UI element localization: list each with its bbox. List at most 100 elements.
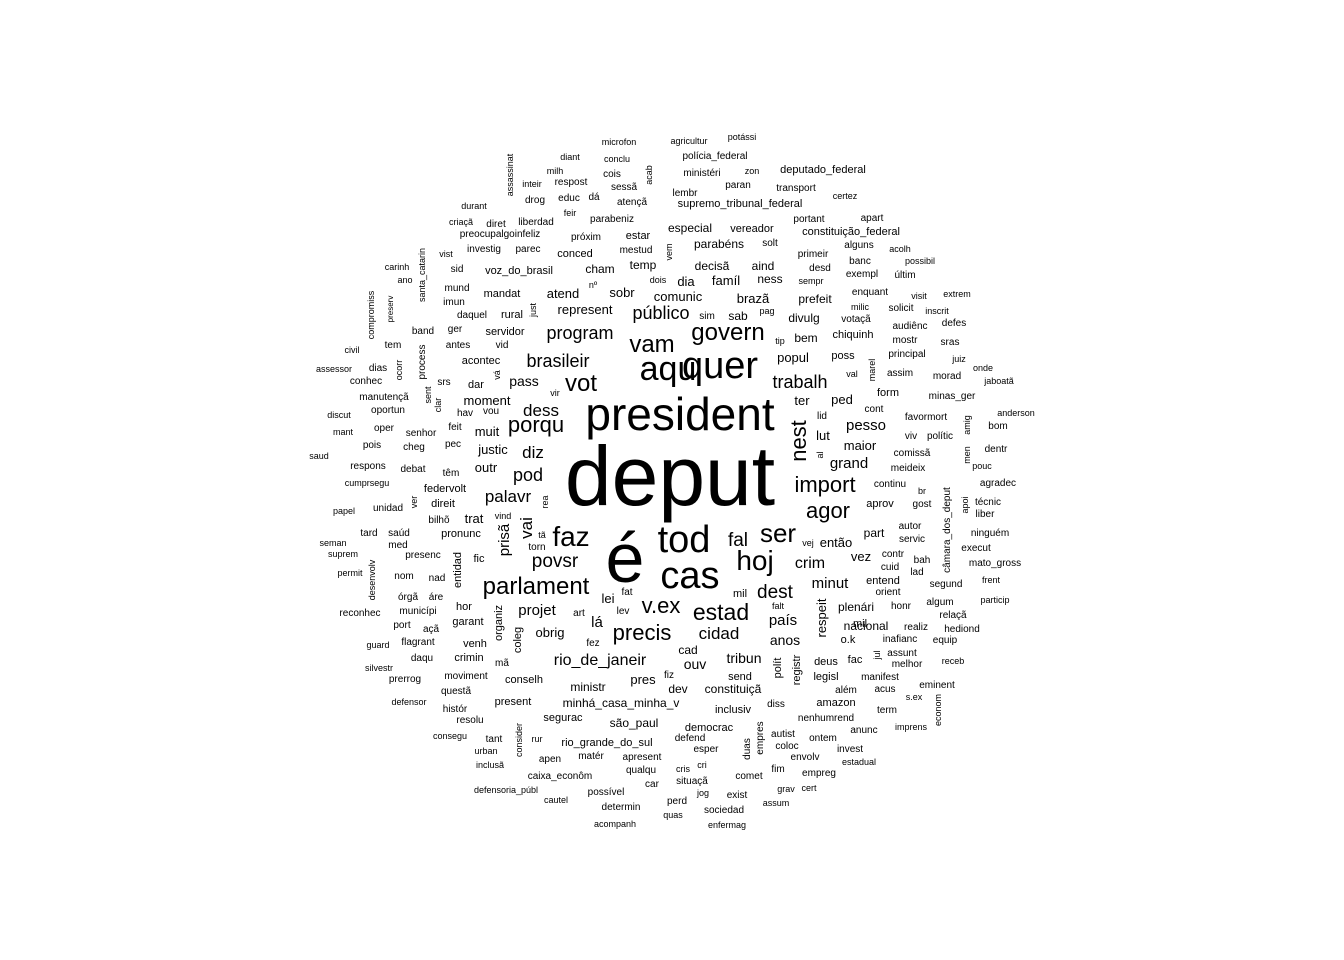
word-sim: sim — [699, 311, 715, 322]
word-cuid: cuid — [881, 562, 899, 573]
word-conselh: conselh — [505, 674, 543, 686]
word-quas: quas — [663, 810, 683, 820]
word-oper: oper — [374, 423, 395, 434]
word-d-: dá — [588, 192, 600, 203]
word-guard: guard — [366, 640, 389, 650]
word-liberdad: liberdad — [518, 217, 554, 228]
word-obrig: obrig — [536, 625, 565, 640]
word-cidad: cidad — [699, 624, 740, 643]
word-primeir: primeir — [798, 249, 829, 260]
word-autor: autor — [899, 521, 922, 532]
word-algum: algum — [926, 597, 953, 608]
word-cois: cois — [603, 169, 621, 180]
word-parab-ns: parabéns — [694, 237, 744, 251]
word-vir: vir — [550, 388, 560, 398]
word-resolu: resolu — [456, 715, 483, 726]
word-deus: deus — [814, 656, 838, 668]
word-honr: honr — [891, 601, 912, 612]
word-band: band — [412, 326, 434, 337]
word-fat: fat — [621, 587, 632, 598]
word-seman: seman — [319, 538, 346, 548]
word-cad: cad — [678, 643, 697, 657]
word-sociedad: sociedad — [704, 805, 744, 816]
word-faz: faz — [552, 521, 589, 552]
word-minist-ri: ministéri — [683, 168, 720, 179]
word-empres: empres — [755, 721, 766, 754]
word-democrac: democrac — [685, 722, 734, 734]
word-debat: debat — [400, 464, 425, 475]
word-particip: particip — [980, 595, 1009, 605]
word--ltim: últim — [894, 270, 915, 281]
word-continu: continu — [874, 479, 906, 490]
word-govern: govern — [691, 319, 764, 346]
word-torn: torn — [528, 542, 545, 553]
word-ger: ger — [448, 324, 463, 335]
word-sess-: sessã — [611, 182, 638, 193]
word-hist-r: histór — [443, 704, 468, 715]
word-comet: comet — [735, 771, 762, 782]
word-p-blico: público — [632, 303, 689, 323]
word-aprov: aprov — [866, 498, 894, 510]
word-inteir: inteir — [522, 179, 542, 189]
word-servidor: servidor — [485, 326, 524, 338]
word-vist: vist — [439, 249, 453, 259]
word-milh: milh — [547, 166, 564, 176]
word-exist: exist — [727, 790, 748, 801]
word-pol-t: polít — [772, 658, 784, 679]
word-pris-: prisã — [496, 523, 513, 556]
word-part: part — [864, 526, 885, 540]
word-crimin: crimin — [454, 652, 483, 664]
word-alguns: alguns — [844, 240, 873, 251]
word-imun: imun — [443, 297, 465, 308]
word-ent-o: então — [820, 535, 853, 550]
word-cria-: criaçã — [449, 217, 473, 227]
word-deput: deput — [565, 429, 775, 523]
word-form: form — [877, 387, 899, 399]
word-pass: pass — [509, 373, 539, 389]
word-agricultur: agricultur — [670, 136, 707, 146]
word-apresent: apresent — [623, 752, 662, 763]
word-educ: educ — [558, 193, 580, 204]
word-tribun: tribun — [726, 650, 761, 666]
word-n-: nº — [589, 280, 598, 290]
word-constitui-o-federal: constituição_federal — [802, 226, 900, 238]
word-lev: lev — [617, 606, 630, 617]
word-just: just — [528, 303, 538, 319]
word-s-o-paul: são_paul — [610, 716, 659, 730]
word-rea: rea — [540, 495, 550, 508]
word-mandat: mandat — [484, 288, 521, 300]
word-estar: estar — [626, 230, 651, 242]
word-manuten-: manutençã — [359, 392, 409, 403]
word-ministr: ministr — [570, 680, 605, 694]
word-maior: maior — [844, 438, 877, 453]
word-sa-d: saúd — [388, 528, 410, 539]
word-venh: venh — [463, 638, 487, 650]
word-zon: zon — [745, 166, 760, 176]
word-men: men — [962, 446, 972, 464]
word-silvestr: silvestr — [365, 663, 393, 673]
word-solicit: solicit — [888, 303, 913, 314]
word-visit: visit — [911, 291, 927, 301]
word-invest: invest — [837, 744, 863, 755]
word-inscrit: inscrit — [925, 306, 949, 316]
word-audi-nc: audiênc — [892, 321, 927, 332]
word-autist: autist — [771, 729, 795, 740]
word-ningu-m: ninguém — [971, 528, 1009, 539]
word-fim: fim — [771, 764, 784, 775]
word-contr: contr — [882, 549, 905, 560]
word-receb: receb — [942, 656, 965, 666]
word-m-: mã — [495, 658, 509, 669]
word-ness: ness — [757, 272, 782, 286]
word-vid: vid — [496, 340, 509, 351]
word-vota-: votaçã — [841, 314, 871, 325]
word-povsr: povsr — [532, 551, 579, 572]
word-lid: lid — [817, 411, 827, 422]
word-consegu: consegu — [433, 731, 467, 741]
word-feir: feir — [564, 208, 577, 218]
word-falt: falt — [772, 601, 785, 611]
word-discut: discut — [327, 410, 351, 420]
word-sras: sras — [941, 337, 960, 348]
word-vai: vai — [517, 517, 536, 539]
word-aten-: atençã — [617, 197, 647, 208]
word-agradec: agradec — [980, 478, 1016, 489]
